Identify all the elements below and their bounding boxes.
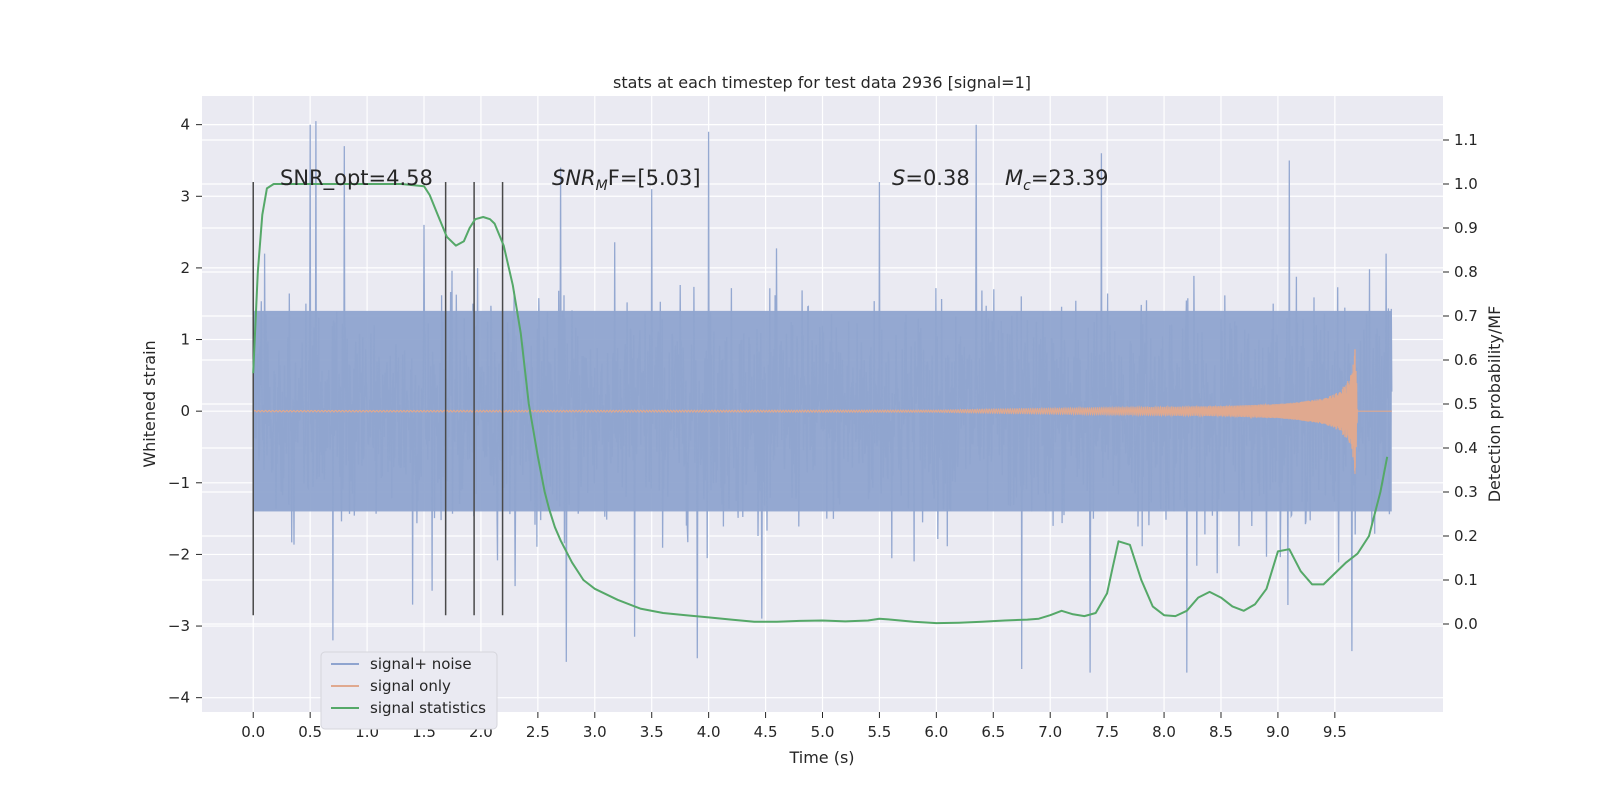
legend-label-signal-only: signal only <box>370 677 451 695</box>
x-tick-label: 8.0 <box>1152 723 1176 741</box>
signal-noise-line <box>252 121 1393 673</box>
y-right-tick-label: 0.3 <box>1454 483 1478 501</box>
x-tick-label: 8.5 <box>1209 723 1233 741</box>
x-tick-label: 5.5 <box>867 723 891 741</box>
y-left-tick-label: 0 <box>180 402 190 420</box>
annotation-mc-symbol: M <box>1005 166 1023 190</box>
y-left-tick-label: −3 <box>168 617 190 635</box>
signal-only-series <box>252 349 1392 474</box>
y-right-tick-label: 1.1 <box>1454 131 1478 149</box>
signal-statistics-series <box>252 183 1389 625</box>
x-tick-label: 6.0 <box>924 723 948 741</box>
y-right-axis-ticks: 1.1 1.0 0.9 0.8 0.7 0.6 0.5 0.4 0.3 0.2 0.1 0.0 <box>1443 131 1478 633</box>
x-tick-label: 3.0 <box>583 723 607 741</box>
y-right-tick-label: 0.9 <box>1454 219 1478 237</box>
y-left-tick-label: −4 <box>168 689 190 707</box>
annotation-snr-mf-main: SNR <box>552 166 596 190</box>
legend-box <box>320 651 498 730</box>
y-left-tick-label: 2 <box>180 259 190 277</box>
x-tick-label: 5.0 <box>811 723 835 741</box>
x-tick-label: 4.5 <box>754 723 778 741</box>
x-tick-label: 9.0 <box>1266 723 1290 741</box>
x-tick-label: 0.5 <box>298 723 322 741</box>
y-right-tick-label: 1.0 <box>1454 175 1478 193</box>
signal-only-line <box>252 349 1392 474</box>
y-left-tick-label: −2 <box>168 545 190 563</box>
y-right-tick-label: 0.2 <box>1454 527 1478 545</box>
annotation-snr-opt: SNR_opt=4.58 <box>280 166 433 191</box>
x-axis-ticks: 0.0 0.5 1.0 1.5 2.0 2.5 3.0 3.5 4.0 4.5 5.0 5.5 6.0 6… <box>241 712 1347 741</box>
annotation-s-symbol: S <box>892 166 905 190</box>
chart-title: stats at each timestep for test data 293… <box>613 73 1031 92</box>
x-tick-label: 7.5 <box>1095 723 1119 741</box>
annotation-mc-value: =23.39 <box>1031 166 1109 190</box>
x-axis-label: Time (s) <box>788 748 854 767</box>
x-tick-label: 2.5 <box>526 723 550 741</box>
legend: signal+ noise signal only signal statist… <box>320 651 498 730</box>
y-right-tick-label: 0.0 <box>1454 615 1478 633</box>
x-tick-label: 3.5 <box>640 723 664 741</box>
annotation-snr-mf-sub: M <box>596 178 608 194</box>
y-right-axis-label: Detection probability/MF <box>1485 306 1504 503</box>
y-left-axis-ticks: 4 3 2 1 0 −1 −2 −3 −4 <box>168 116 202 707</box>
y-right-tick-label: 0.7 <box>1454 307 1478 325</box>
y-left-tick-label: −1 <box>168 474 190 492</box>
annotation-s-value: =0.38 <box>905 166 969 190</box>
y-left-axis-label: Whitened strain <box>140 340 159 467</box>
y-right-tick-label: 0.1 <box>1454 571 1478 589</box>
y-right-tick-label: 0.8 <box>1454 263 1478 281</box>
x-tick-label: 4.0 <box>697 723 721 741</box>
y-left-tick-label: 4 <box>180 116 190 134</box>
annotation-s: S=0.38 <box>892 166 970 190</box>
annotation-snr-mf: SNRMF=[5.03] <box>552 166 701 194</box>
vertical-markers <box>252 181 504 616</box>
legend-label-signal-noise: signal+ noise <box>370 655 472 673</box>
y-right-tick-label: 0.6 <box>1454 351 1478 369</box>
annotation-mc-sub: c <box>1023 178 1031 194</box>
annotation-mc: Mc=23.39 <box>1005 166 1109 194</box>
x-tick-label: 7.0 <box>1038 723 1062 741</box>
x-tick-label: 0.0 <box>241 723 265 741</box>
annotation-snr-mf-rest: F=[5.03] <box>608 166 701 190</box>
y-right-tick-label: 0.5 <box>1454 395 1478 413</box>
x-tick-label: 6.5 <box>981 723 1005 741</box>
y-left-tick-label: 3 <box>180 187 190 205</box>
legend-label-signal-statistics: signal statistics <box>370 699 486 717</box>
signal-statistics-line <box>252 183 1389 625</box>
y-right-tick-label: 0.4 <box>1454 439 1478 457</box>
y-left-tick-label: 1 <box>180 331 190 349</box>
x-tick-label: 9.5 <box>1323 723 1347 741</box>
